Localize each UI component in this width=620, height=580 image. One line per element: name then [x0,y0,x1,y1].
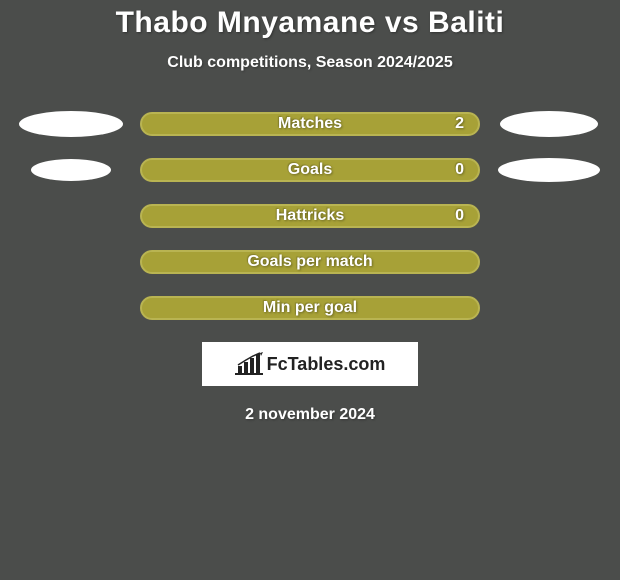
stat-bar: Hattricks 0 [140,204,480,228]
stat-value: 0 [455,207,464,225]
stat-value: 0 [455,161,464,179]
left-ellipse-slot [30,159,140,181]
right-ellipse-slot [480,111,590,137]
stat-bar: Goals 0 [140,158,480,182]
stat-label: Hattricks [276,207,344,225]
left-ellipse-slot [30,111,140,137]
stat-label: Matches [278,115,342,133]
stat-rows: Matches 2 Goals 0 Hattricks 0 Goals per match M… [0,112,620,320]
page-title: Thabo Mnyamane vs Baliti [0,6,620,40]
left-player-ellipse [19,111,123,137]
right-player-ellipse [500,111,598,137]
stat-label: Goals per match [247,253,372,271]
left-player-ellipse [31,159,111,181]
right-ellipse-slot [480,158,590,182]
stat-bar: Goals per match [140,250,480,274]
logo-box: FcTables.com [202,342,418,386]
logo-text: FcTables.com [267,354,386,375]
stat-row: Min per goal [0,296,620,320]
stat-label: Goals [288,161,332,179]
stat-bar: Min per goal [140,296,480,320]
stat-value: 2 [455,115,464,133]
stat-row: Goals 0 [0,158,620,182]
subtitle: Club competitions, Season 2024/2025 [0,54,620,72]
stat-label: Min per goal [263,299,357,317]
content: Thabo Mnyamane vs Baliti Club competitio… [0,0,620,424]
chart-icon [235,352,263,376]
date-text: 2 november 2024 [0,406,620,424]
stat-bar: Matches 2 [140,112,480,136]
stat-row: Matches 2 [0,112,620,136]
right-player-ellipse [498,158,600,182]
stat-row: Goals per match [0,250,620,274]
stat-row: Hattricks 0 [0,204,620,228]
